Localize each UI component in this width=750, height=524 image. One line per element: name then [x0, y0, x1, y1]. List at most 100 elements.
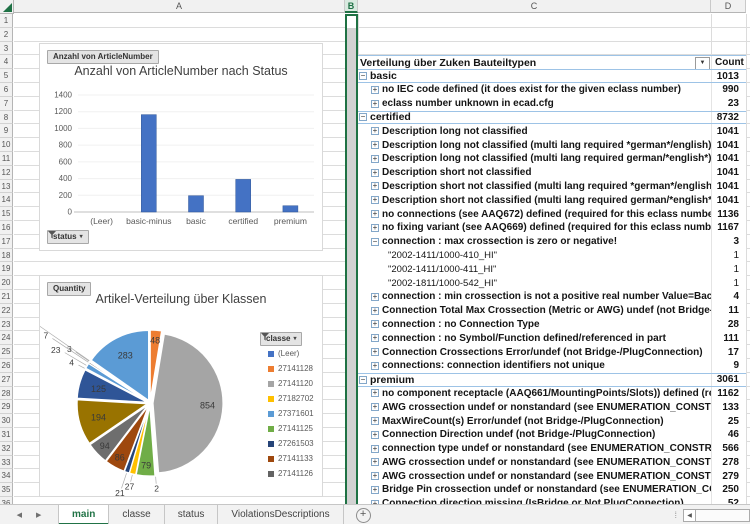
expand-icon[interactable]: + [371, 457, 379, 467]
sheet-tab-status[interactable]: status [165, 505, 219, 524]
pivot-row[interactable]: + Description long not classified (multi … [358, 138, 746, 152]
expand-icon[interactable]: + [371, 222, 379, 232]
expand-icon[interactable]: + [371, 195, 379, 205]
sheet-tab-classe[interactable]: classe [109, 505, 165, 524]
row-header-33[interactable]: 33 [0, 455, 13, 470]
row-header-2[interactable]: 2 [0, 27, 13, 42]
select-all-corner[interactable] [0, 0, 14, 14]
collapse-icon[interactable]: − [371, 236, 379, 246]
pivot-row[interactable]: + Description long not classified 1041 [358, 124, 746, 139]
pivot-row[interactable]: "2002-1411/1000-410_HI" 1 [358, 248, 746, 263]
pivot-row[interactable]: "2002-1811/1000-542_HI" 1 [358, 276, 746, 290]
expand-icon[interactable]: + [371, 181, 379, 191]
expand-icon[interactable]: + [371, 443, 379, 453]
selected-column-b[interactable] [345, 14, 358, 511]
pivot-row[interactable]: + no IEC code defined (it does exist for … [358, 82, 746, 97]
pivot-row[interactable]: + MaxWireCount(s) Error/undef (not Bridge… [358, 414, 746, 428]
row-header-28[interactable]: 28 [0, 386, 13, 401]
row-header-3[interactable]: 3 [0, 41, 13, 56]
expand-icon[interactable]: + [371, 291, 379, 301]
quantity-field-button[interactable]: Quantity [47, 282, 92, 296]
pivot-row[interactable]: + connection : no Symbol/Function defined… [358, 331, 746, 346]
pivot-row[interactable]: − connection : max crossection is zero or… [358, 234, 746, 249]
row-header-20[interactable]: 20 [0, 276, 13, 290]
row-header-31[interactable]: 31 [0, 428, 13, 442]
row-header-7[interactable]: 7 [0, 96, 13, 111]
pie-chart[interactable]: Artikel-Verteilung über Klassen Quantity… [39, 275, 323, 497]
row-header-34[interactable]: 34 [0, 469, 13, 484]
expand-icon[interactable]: + [371, 167, 379, 177]
expand-icon[interactable]: + [371, 416, 379, 425]
pivot-row[interactable]: + Description short not classified (multi… [358, 193, 746, 208]
row-header-17[interactable]: 17 [0, 234, 13, 249]
sheet-tab-main[interactable]: main [58, 505, 110, 524]
column-header-C[interactable]: C [358, 0, 711, 13]
row-header-22[interactable]: 22 [0, 303, 13, 318]
expand-icon[interactable]: + [371, 153, 379, 163]
pivot-row[interactable]: + no fixing variant (see AAQ669) defined … [358, 220, 746, 235]
expand-icon[interactable]: + [371, 484, 379, 494]
row-header-32[interactable]: 32 [0, 441, 13, 456]
pivot-row[interactable]: + AWG crossection undef or nonstandard (s… [358, 469, 746, 484]
pivot-row[interactable]: + Description long not classified (multi … [358, 151, 746, 166]
pivot-row[interactable]: + eclass number unknown in ecad.cfg 23 [358, 96, 746, 111]
row-header-13[interactable]: 13 [0, 179, 13, 194]
row-header-27[interactable]: 27 [0, 372, 13, 387]
tab-scroll-arrows[interactable]: ◀ ▶ [0, 505, 58, 524]
expand-icon[interactable]: + [371, 360, 379, 370]
pivot-row[interactable]: + connection : min crossection is not a p… [358, 289, 746, 304]
row-header-29[interactable]: 29 [0, 400, 13, 415]
scrollbar-track[interactable] [696, 508, 750, 522]
pivot-row[interactable]: "2002-1411/1000-411_HI" 1 [358, 262, 746, 277]
row-header-5[interactable]: 5 [0, 69, 13, 83]
column-header-A[interactable]: A [14, 0, 345, 13]
row-header-16[interactable]: 16 [0, 221, 13, 235]
pivot-row[interactable]: + Bridge Pin crossection undef or nonstan… [358, 483, 746, 497]
scrollbar-splitter-handle[interactable]: ⁞ [674, 510, 677, 520]
row-header-11[interactable]: 11 [0, 152, 13, 166]
row-header-6[interactable]: 6 [0, 83, 13, 97]
bar-chart[interactable]: Anzahl von ArticleNumber nach Status Anz… [39, 43, 323, 251]
active-cell-b1[interactable] [347, 16, 356, 28]
pivot-row[interactable]: + Description short not classified (multi… [358, 179, 746, 194]
row-header-15[interactable]: 15 [0, 207, 13, 221]
pivot-row[interactable]: − certified 8732 [358, 110, 746, 125]
pivot-row[interactable]: + no connections (see AAQ672) defined (re… [358, 207, 746, 221]
row-header-1[interactable]: 1 [0, 14, 13, 28]
row-header-4[interactable]: 4 [0, 55, 13, 70]
pivot-row[interactable]: + connection : no Connection Type 28 [358, 317, 746, 332]
row-header-19[interactable]: 19 [0, 262, 13, 277]
column-header-B[interactable]: B [345, 0, 358, 13]
expand-icon[interactable]: + [371, 471, 379, 481]
new-sheet-button[interactable]: + [355, 507, 371, 523]
scroll-left-icon[interactable]: ◀ [683, 508, 696, 522]
tab-scroll-right-icon[interactable]: ▶ [36, 512, 42, 519]
row-header-21[interactable]: 21 [0, 290, 13, 304]
row-header-26[interactable]: 26 [0, 359, 13, 373]
classe-filter-button[interactable]: classe ▾ [260, 332, 303, 346]
expand-icon[interactable]: + [371, 402, 379, 412]
expand-icon[interactable]: + [371, 140, 379, 150]
expand-icon[interactable]: + [371, 84, 379, 94]
pivot-row[interactable]: + connections: connection identifiers not… [358, 358, 746, 373]
pivot-row[interactable]: + Description short not classified 1041 [358, 165, 746, 180]
expand-icon[interactable]: + [371, 209, 379, 219]
row-header-23[interactable]: 23 [0, 317, 13, 332]
pivot-row[interactable]: + AWG crossection undef or nonstandard (s… [358, 400, 746, 415]
expand-icon[interactable]: + [371, 98, 379, 108]
pivot-row[interactable]: − premium 3061 [358, 372, 746, 387]
status-filter-button[interactable]: status ▾ [47, 230, 89, 244]
row-header-10[interactable]: 10 [0, 138, 13, 152]
pivot-row[interactable]: + Connection Crossections Error/undef (no… [358, 345, 746, 359]
expand-icon[interactable]: + [371, 333, 379, 343]
row-header-9[interactable]: 9 [0, 124, 13, 139]
collapse-icon[interactable]: − [359, 112, 367, 122]
expand-icon[interactable]: + [371, 388, 379, 398]
row-header-24[interactable]: 24 [0, 331, 13, 346]
row-header-30[interactable]: 30 [0, 414, 13, 428]
horizontal-scrollbar[interactable]: ◀ [683, 508, 750, 522]
sheet-tab-ViolationsDescriptions[interactable]: ViolationsDescriptions [218, 505, 344, 524]
pivot-row[interactable]: + Connection Direction undef (not Bridge-… [358, 427, 746, 442]
pivot-row[interactable]: − basic 1013 [358, 69, 746, 83]
expand-icon[interactable]: + [371, 429, 379, 439]
